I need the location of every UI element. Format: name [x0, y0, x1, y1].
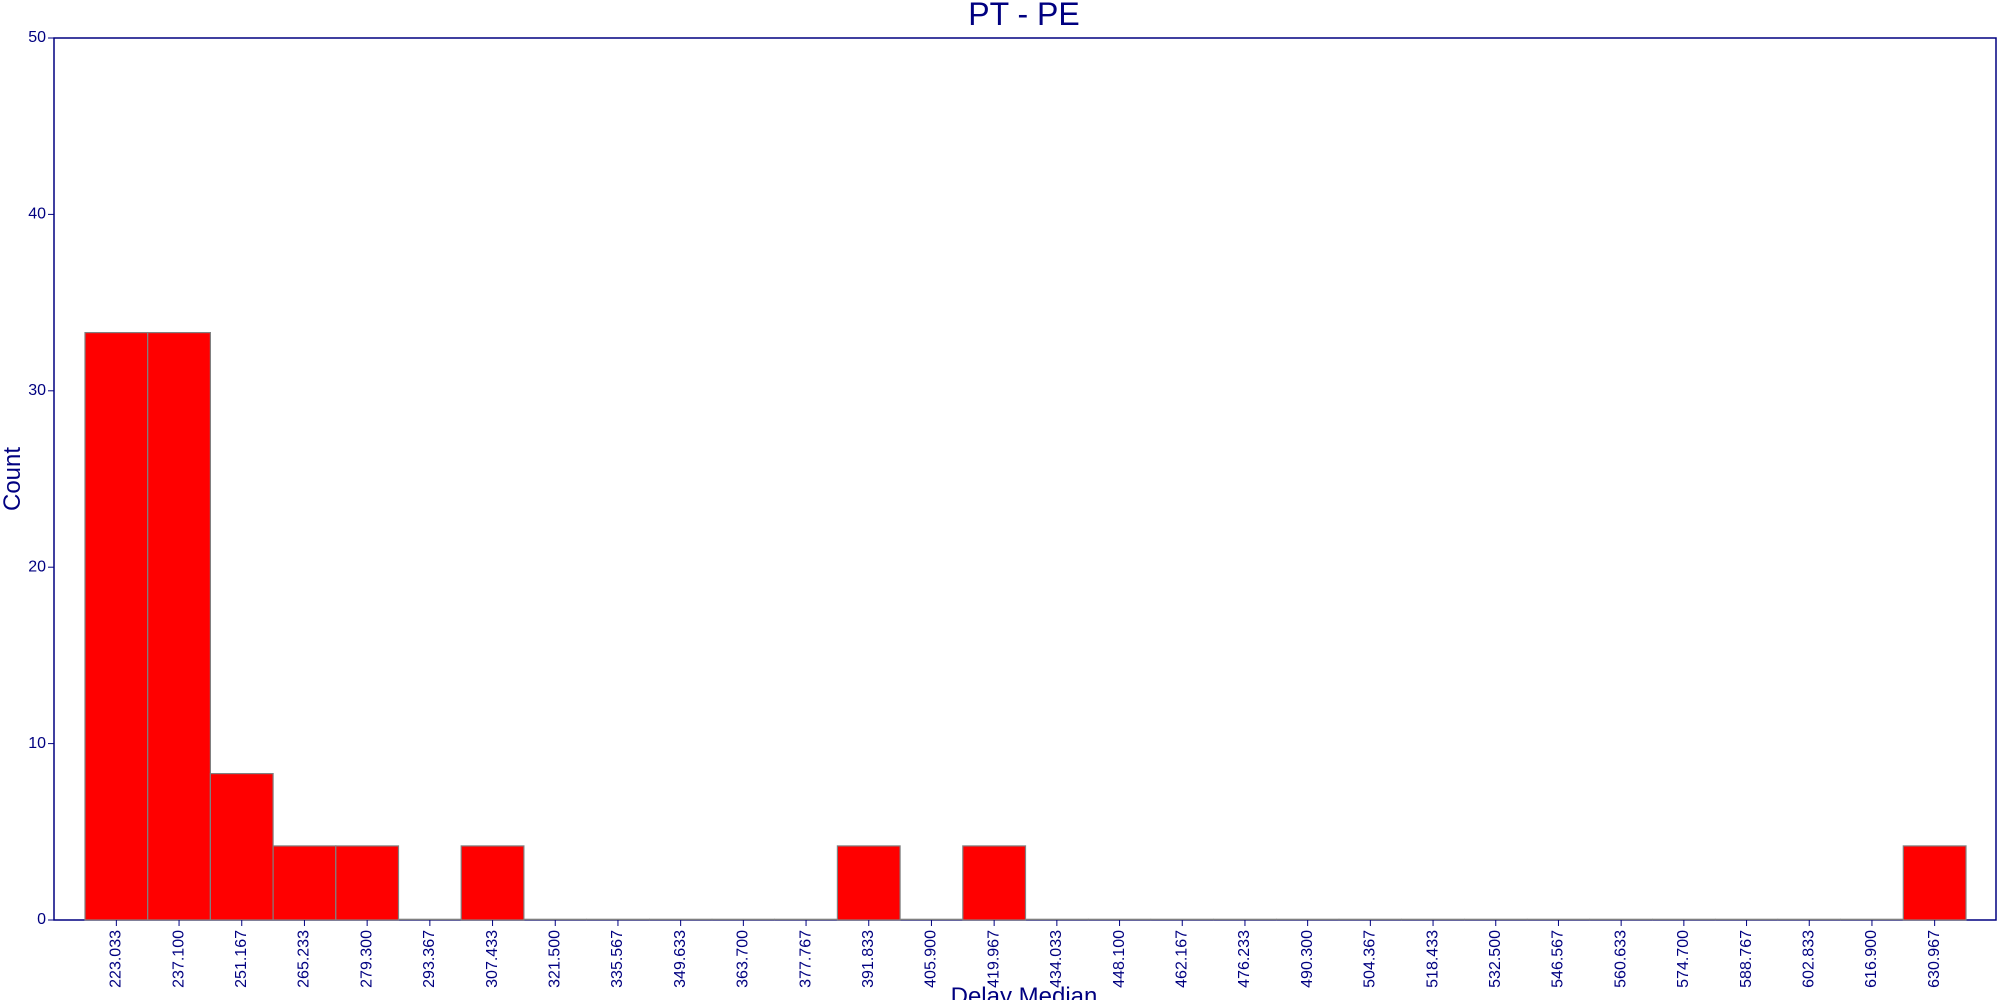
x-tick-label: 630.967	[1926, 930, 1943, 988]
histogram-bar	[1526, 918, 1591, 921]
bars-group	[84, 331, 1967, 921]
histogram-bar	[962, 845, 1027, 921]
y-tick-label: 40	[28, 206, 46, 223]
histogram-bar	[1213, 918, 1277, 921]
histogram-bar	[1589, 918, 1653, 921]
histogram-bar	[1840, 918, 1904, 921]
histogram-bar	[1276, 918, 1340, 921]
histogram-bar	[1714, 918, 1779, 921]
x-tick-label: 574.700	[1675, 930, 1692, 988]
histogram-bar	[523, 918, 587, 921]
histogram-bar	[774, 918, 838, 921]
histogram-bar	[899, 918, 964, 921]
histogram-bar	[1150, 918, 1214, 921]
x-axis: 223.033 237.100 251.167 265.233 279.300 293.3…	[108, 920, 1943, 988]
x-tick-label: 504.367	[1362, 930, 1379, 988]
y-axis: 0 10 20 30 40 50	[28, 29, 54, 928]
chart-title: PT - PE	[968, 0, 1079, 32]
histogram-bar	[1902, 845, 1967, 921]
x-tick-label: 349.633	[672, 930, 689, 988]
x-tick-label: 391.833	[860, 930, 877, 988]
histogram-bar	[1464, 918, 1528, 921]
x-tick-label: 546.567	[1550, 930, 1567, 988]
x-tick-label: 448.100	[1111, 930, 1128, 988]
x-tick-label: 265.233	[296, 930, 313, 988]
x-tick-label: 434.033	[1048, 930, 1065, 988]
histogram-bar	[272, 845, 337, 921]
x-tick-label: 237.100	[170, 930, 187, 988]
x-tick-label: 588.767	[1738, 930, 1755, 988]
x-tick-label: 335.567	[609, 930, 626, 988]
x-tick-label: 279.300	[358, 930, 375, 988]
histogram-bar	[836, 845, 901, 921]
x-tick-label: 532.500	[1487, 930, 1504, 988]
histogram-bar	[147, 331, 211, 921]
x-tick-label: 251.167	[233, 930, 250, 988]
histogram-bar	[1777, 918, 1841, 921]
y-tick-label: 10	[28, 735, 46, 752]
x-axis-label: Delay Median	[951, 983, 1098, 1000]
y-tick-label: 0	[37, 911, 46, 928]
y-tick-label: 30	[28, 382, 46, 399]
histogram-bar	[1652, 918, 1716, 921]
x-tick-label: 560.633	[1612, 930, 1629, 988]
histogram-bar	[648, 918, 713, 921]
histogram-bar	[84, 331, 149, 921]
histogram-bar	[209, 772, 274, 921]
x-tick-label: 602.833	[1800, 930, 1817, 988]
y-axis-label: Count	[0, 447, 26, 511]
histogram-bar	[335, 845, 400, 921]
histogram-bar	[1025, 918, 1089, 921]
histogram-bar	[1087, 918, 1152, 921]
x-tick-label: 518.433	[1424, 930, 1441, 988]
histogram-bar	[711, 918, 776, 921]
plot-area	[53, 37, 1997, 921]
x-tick-label: 293.367	[421, 930, 438, 988]
histogram-bar	[586, 918, 650, 921]
x-tick-label: 363.700	[735, 930, 752, 988]
x-tick-label: 223.033	[108, 930, 125, 988]
x-tick-label: 377.767	[797, 930, 814, 988]
x-tick-label: 616.900	[1863, 930, 1880, 988]
histogram-bar	[1338, 918, 1403, 921]
histogram-bar	[1401, 918, 1465, 921]
histogram-bar	[460, 845, 525, 921]
x-tick-label: 462.167	[1173, 930, 1190, 988]
x-tick-label: 405.900	[923, 930, 940, 988]
x-tick-label: 476.233	[1236, 930, 1253, 988]
x-tick-label: 490.300	[1299, 930, 1316, 988]
x-tick-label: 419.967	[985, 930, 1002, 988]
x-tick-label: 321.500	[546, 930, 563, 988]
histogram-bar	[398, 918, 462, 921]
x-tick-label: 307.433	[484, 930, 501, 988]
y-tick-label: 50	[28, 29, 46, 46]
y-tick-label: 20	[28, 558, 46, 575]
